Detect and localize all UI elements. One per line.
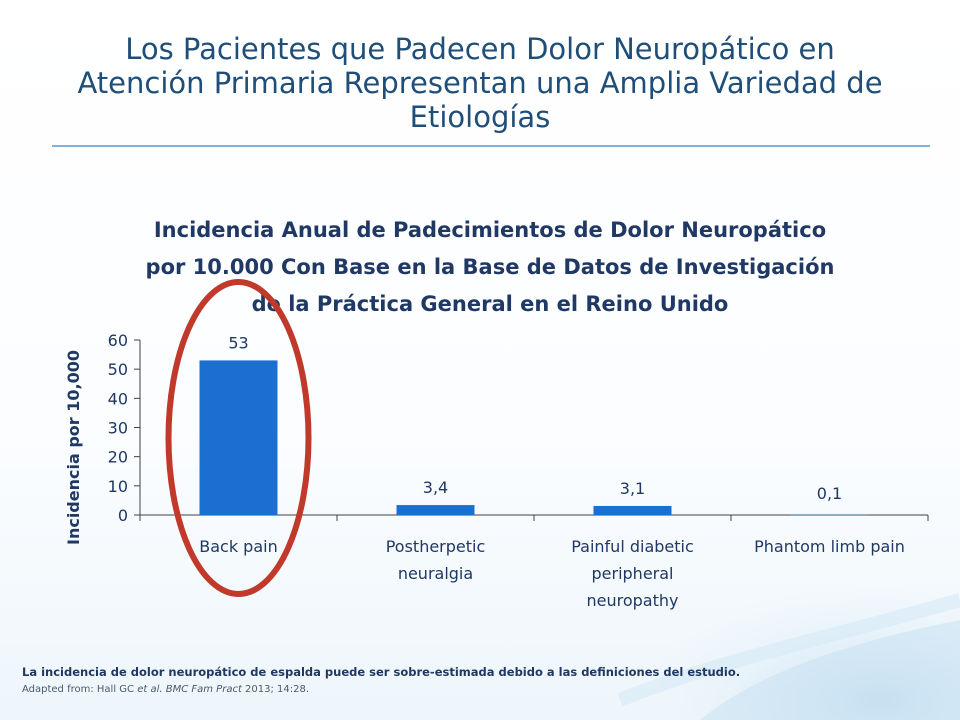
bar [396,505,475,515]
slide-title: Los Pacientes que Padecen Dolor Neuropát… [40,32,920,134]
bar [593,505,672,515]
source-journal: BMC Fam Pract [165,684,242,695]
data-label: 3,4 [423,478,448,497]
footnote: La incidencia de dolor neuropático de es… [22,665,741,679]
y-tick-label: 20 [108,448,128,467]
chart-title-line: Incidencia Anual de Padecimientos de Dol… [153,218,827,242]
title-divider [52,145,930,147]
y-tick-label: 60 [108,331,128,350]
data-label: 3,1 [620,479,645,498]
chart-title-line: de la Práctica General en el Reino Unido [251,292,729,316]
source-citation: Adapted from: Hall GC et al. BMC Fam Pra… [22,684,922,695]
category-label: Postherpetic [386,537,486,556]
category-label: Painful diabetic [571,537,694,556]
y-axis-label: Incidencia por 10,000 [64,350,83,545]
category-label: Back pain [199,537,277,556]
chart-title-line: por 10.000 Con Base en la Base de Datos … [145,255,835,279]
category-label: Phantom limb pain [754,537,905,556]
bar [199,360,278,515]
slide-title-line: Etiologías [409,100,551,134]
category-label: neuropathy [587,591,679,610]
source-prefix: Adapted from: Hall GC [22,684,138,695]
y-tick-label: 0 [118,506,128,525]
highlight-ellipse [165,279,312,597]
source-suffix: 2013; 14:28. [241,684,310,695]
y-tick-label: 30 [108,419,128,438]
category-label: peripheral [592,564,674,583]
category-label: neuralgia [398,564,473,583]
slide-title-line: Atención Primaria Representan una Amplia… [77,66,883,100]
slide-title-line: Los Pacientes que Padecen Dolor Neuropát… [125,32,835,66]
data-label: 53 [228,333,248,352]
data-label: 0,1 [817,484,842,503]
y-tick-label: 10 [108,477,128,496]
source-etal: et al. [137,684,163,695]
y-tick-label: 40 [108,389,128,408]
chart-title: Incidencia Anual de Padecimientos de Dol… [110,212,870,323]
y-tick-label: 50 [108,360,128,379]
bar [790,514,869,516]
